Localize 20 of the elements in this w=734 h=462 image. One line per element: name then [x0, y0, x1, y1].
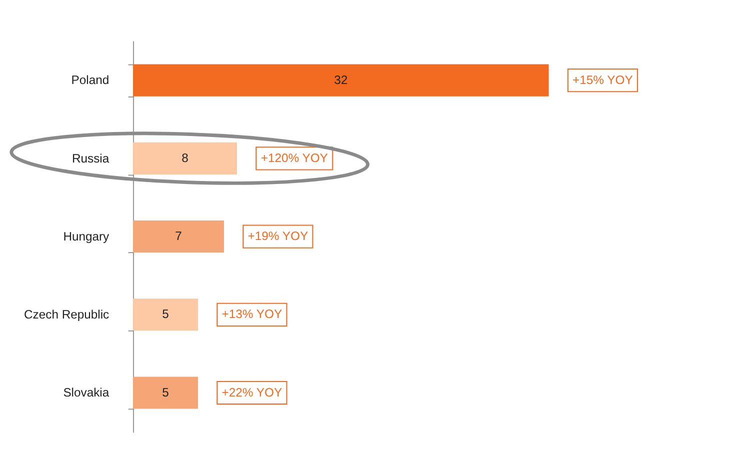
- data-label: 32: [334, 72, 348, 87]
- y-tick-label: Russia: [72, 151, 110, 166]
- bar: [133, 64, 549, 96]
- y-tick-label: Poland: [71, 73, 110, 88]
- data-label: 7: [175, 229, 182, 244]
- annotation: +19% YOY: [248, 229, 308, 244]
- data-label: 8: [182, 150, 189, 165]
- annotation: +120% YOY: [260, 150, 328, 165]
- annotation: +22% YOY: [222, 385, 282, 400]
- bar: [133, 220, 224, 253]
- bar: [133, 142, 237, 174]
- y-tick-label: Slovakia: [63, 386, 110, 400]
- y-tick-label: Hungary: [63, 229, 110, 244]
- data-label: 5: [162, 307, 170, 322]
- bar: [133, 376, 198, 409]
- annotation: +15% YOY: [572, 72, 633, 87]
- bar: [133, 298, 198, 331]
- y-tick-label: Czech Republic: [24, 308, 110, 322]
- annotation: +13% YOY: [222, 307, 282, 322]
- data-label: 5: [162, 385, 170, 400]
